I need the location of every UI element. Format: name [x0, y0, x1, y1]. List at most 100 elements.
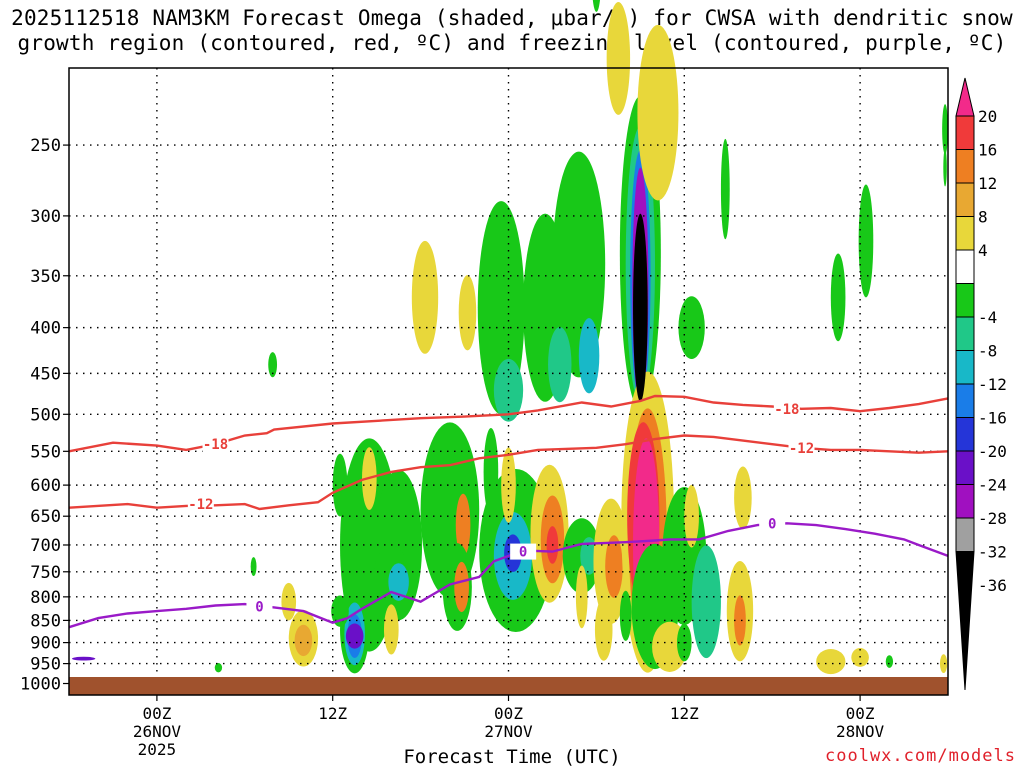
y-tick-label: 1000: [20, 675, 61, 695]
omega-cell: [678, 296, 705, 359]
omega-cell: [454, 561, 469, 613]
colorbar-swatch: [955, 417, 975, 452]
omega-cell: [734, 595, 746, 646]
omega-cell: [71, 656, 96, 661]
contour-label-bg: [202, 436, 229, 453]
x-tick-label: 2025: [138, 740, 177, 759]
omega-cell: [830, 253, 846, 342]
omega-cell: [458, 275, 477, 351]
colorbar-swatch: [955, 450, 975, 485]
omega-cell: [268, 352, 278, 378]
colorbar-label: 12: [978, 174, 997, 193]
x-tick-label: 28NOV: [836, 722, 885, 741]
contour-label-bg: [246, 598, 273, 615]
colorbar-label: -24: [978, 476, 1007, 495]
contour-label: -12: [789, 441, 814, 457]
omega-cell: [605, 535, 623, 598]
colorbar-swatch: [955, 551, 975, 691]
y-tick-label: 300: [30, 207, 61, 227]
chart-title-line-1: 2025112518 NAM3KM Forecast Omega (shaded…: [11, 6, 1013, 30]
x-axis-title: Forecast Time (UTC): [403, 746, 621, 768]
colorbar-swatch: [955, 149, 975, 184]
omega-cell: [575, 565, 588, 629]
omega-cell: [548, 327, 572, 403]
y-tick-label: 550: [30, 442, 61, 462]
omega-cell: [720, 138, 730, 240]
omega-cell: [858, 184, 874, 298]
contour-label: -18: [203, 437, 228, 453]
contour-label-bg: [759, 515, 786, 532]
omega-cell: [483, 428, 499, 516]
colorbar-swatch: [955, 283, 975, 318]
terrain-band: [69, 677, 948, 695]
y-tick-label: 750: [30, 563, 61, 583]
colorbar-swatch: [955, 484, 975, 519]
omega-cell: [734, 466, 752, 530]
y-tick-label: 400: [30, 319, 61, 339]
y-tick-label: 900: [30, 634, 61, 654]
colorbar-swatch: [955, 249, 975, 284]
contour-freezing-level: [68, 522, 949, 629]
omega-cell: [691, 545, 721, 659]
colorbar-swatch: [955, 216, 975, 251]
colorbar-swatch: [955, 182, 975, 217]
y-tick-label: 800: [30, 588, 61, 608]
contour-label-bg: [773, 400, 800, 417]
colorbar-label: 8: [978, 208, 988, 227]
x-tick-label: 00Z: [846, 704, 875, 723]
colorbar-label: -28: [978, 509, 1007, 528]
colorbar-label: 4: [978, 241, 988, 260]
colorbar-label: -32: [978, 543, 1007, 562]
colorbar-label: -4: [978, 308, 997, 327]
colorbar-label: 20: [978, 107, 997, 126]
colorbar-label: 16: [978, 141, 997, 160]
colorbar-swatch: [955, 383, 975, 418]
x-tick-label: 12Z: [318, 704, 347, 723]
omega-cell: [214, 662, 223, 673]
omega-cell: [606, 1, 631, 115]
contour-lines: -18 -18 -12 -12 0 0 0: [68, 394, 949, 629]
colorbar-label: -16: [978, 409, 1007, 428]
contour-label: -12: [188, 497, 213, 513]
omega-cell: [332, 453, 348, 517]
x-tick-label: 12Z: [670, 704, 699, 723]
y-tick-label: 600: [30, 476, 61, 496]
omega-cell: [943, 148, 947, 187]
omega-cell: [501, 447, 516, 523]
x-tick-label: 00Z: [494, 704, 523, 723]
colorbar-label: -36: [978, 576, 1007, 595]
omega-cell: [455, 493, 471, 557]
omega-cell: [619, 590, 632, 641]
omega-cell: [939, 654, 948, 674]
omega-cell: [816, 649, 846, 675]
colorbar-label: -8: [978, 342, 997, 361]
y-tick-label: 650: [30, 507, 61, 527]
x-tick-label: 00Z: [142, 704, 171, 723]
y-tick-label: 700: [30, 536, 61, 556]
contour-label-bg: [510, 543, 537, 560]
y-tick-label: 350: [30, 267, 61, 287]
contour-label: 0: [519, 545, 527, 561]
colorbar-label: -12: [978, 375, 1007, 394]
y-tick-label: 250: [30, 136, 61, 156]
omega-core: [633, 213, 648, 402]
y-tick-label: 850: [30, 611, 61, 631]
omega-shading: [71, 0, 948, 675]
contour-label-bg: [788, 439, 815, 456]
y-tick-label: 450: [30, 364, 61, 384]
chart-title-line-2: growth region (contoured, red, ºC) and f…: [17, 31, 1007, 55]
x-tick-label: 26NOV: [133, 722, 182, 741]
contour-label-bg: [187, 496, 214, 513]
site-credit[interactable]: coolwx.com/models: [825, 746, 1016, 766]
omega-cell: [594, 598, 613, 661]
omega-cell: [592, 0, 600, 12]
colorbar-swatch: [955, 316, 975, 351]
colorbar-swatch: [955, 77, 975, 117]
omega-cell: [383, 604, 399, 655]
y-tick-label: 950: [30, 655, 61, 675]
contour-label: 0: [768, 516, 776, 532]
omega-cell: [942, 104, 948, 155]
